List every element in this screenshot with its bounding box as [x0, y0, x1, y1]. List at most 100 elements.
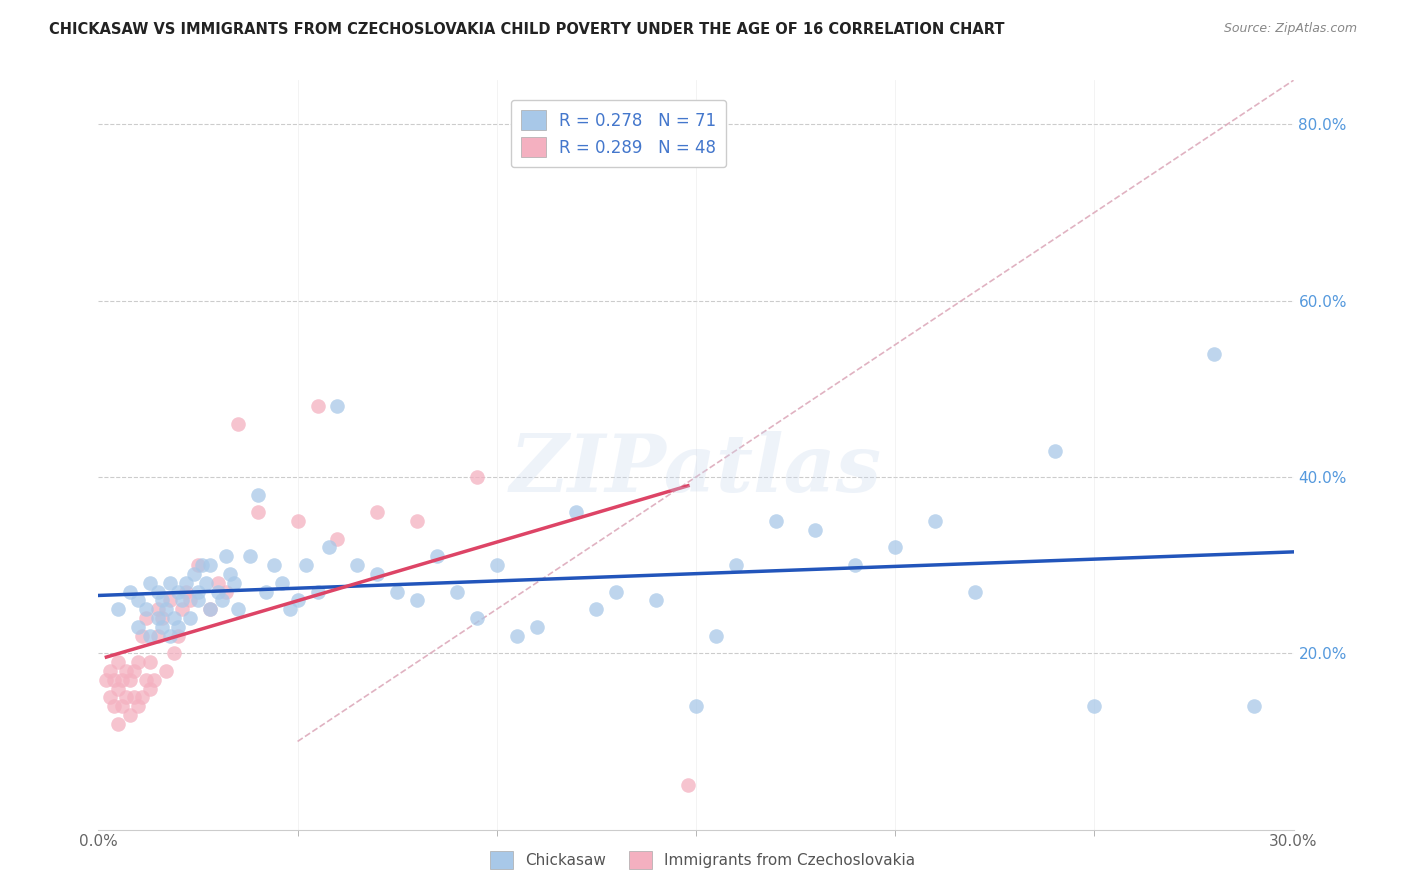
- Point: [287, 514, 309, 528]
- Point: [270, 575, 292, 590]
- Point: [107, 716, 129, 731]
- Point: [287, 593, 309, 607]
- Point: [307, 400, 329, 414]
- Point: [167, 584, 190, 599]
- Point: [135, 673, 157, 687]
- Point: [676, 779, 699, 793]
- Point: [148, 602, 170, 616]
- Point: [366, 505, 388, 519]
- Point: [724, 558, 747, 573]
- Text: ZIPatlas: ZIPatlas: [510, 431, 882, 508]
- Point: [704, 629, 727, 643]
- Point: [107, 655, 129, 669]
- Point: [366, 566, 388, 581]
- Point: [198, 558, 221, 573]
- Point: [278, 602, 301, 616]
- Point: [585, 602, 607, 616]
- Point: [135, 602, 157, 616]
- Point: [111, 699, 134, 714]
- Point: [172, 593, 194, 607]
- Point: [222, 575, 245, 590]
- Point: [120, 584, 142, 599]
- Point: [148, 584, 170, 599]
- Point: [120, 673, 142, 687]
- Point: [131, 690, 153, 705]
- Point: [263, 558, 285, 573]
- Point: [246, 505, 269, 519]
- Point: [96, 673, 118, 687]
- Legend: R = 0.278   N = 71, R = 0.289   N = 48: R = 0.278 N = 71, R = 0.289 N = 48: [510, 100, 725, 167]
- Point: [115, 690, 138, 705]
- Point: [139, 655, 162, 669]
- Text: CHICKASAW VS IMMIGRANTS FROM CZECHOSLOVAKIA CHILD POVERTY UNDER THE AGE OF 16 CO: CHICKASAW VS IMMIGRANTS FROM CZECHOSLOVA…: [49, 22, 1005, 37]
- Point: [150, 593, 173, 607]
- Point: [526, 620, 548, 634]
- Point: [98, 690, 122, 705]
- Point: [131, 629, 153, 643]
- Point: [426, 549, 449, 564]
- Point: [148, 611, 170, 625]
- Legend: Chickasaw, Immigrants from Czechoslovakia: Chickasaw, Immigrants from Czechoslovaki…: [484, 845, 922, 875]
- Point: [167, 629, 190, 643]
- Point: [127, 655, 149, 669]
- Point: [1083, 699, 1105, 714]
- Point: [207, 575, 229, 590]
- Point: [163, 646, 186, 660]
- Point: [174, 575, 197, 590]
- Point: [254, 584, 277, 599]
- Point: [239, 549, 262, 564]
- Point: [226, 417, 249, 431]
- Point: [163, 611, 186, 625]
- Point: [326, 400, 349, 414]
- Point: [346, 558, 368, 573]
- Point: [143, 673, 166, 687]
- Point: [211, 593, 233, 607]
- Point: [107, 681, 129, 696]
- Point: [198, 602, 221, 616]
- Point: [207, 584, 229, 599]
- Point: [139, 629, 162, 643]
- Point: [127, 699, 149, 714]
- Point: [195, 575, 218, 590]
- Point: [174, 584, 197, 599]
- Point: [307, 584, 329, 599]
- Point: [167, 620, 190, 634]
- Point: [465, 470, 488, 484]
- Point: [215, 549, 238, 564]
- Point: [127, 593, 149, 607]
- Point: [107, 602, 129, 616]
- Point: [506, 629, 529, 643]
- Point: [150, 620, 173, 634]
- Point: [191, 558, 214, 573]
- Point: [120, 708, 142, 723]
- Point: [685, 699, 707, 714]
- Point: [406, 514, 429, 528]
- Point: [172, 602, 194, 616]
- Point: [159, 575, 181, 590]
- Point: [219, 566, 242, 581]
- Point: [844, 558, 866, 573]
- Point: [226, 602, 249, 616]
- Point: [465, 611, 488, 625]
- Point: [963, 584, 986, 599]
- Point: [187, 593, 209, 607]
- Point: [155, 664, 177, 678]
- Point: [294, 558, 316, 573]
- Point: [318, 541, 340, 555]
- Point: [135, 611, 157, 625]
- Point: [179, 593, 201, 607]
- Point: [565, 505, 588, 519]
- Point: [215, 584, 238, 599]
- Point: [485, 558, 508, 573]
- Point: [246, 487, 269, 501]
- Point: [884, 541, 907, 555]
- Point: [98, 664, 122, 678]
- Point: [183, 566, 205, 581]
- Point: [924, 514, 946, 528]
- Point: [148, 629, 170, 643]
- Point: [111, 673, 134, 687]
- Point: [187, 558, 209, 573]
- Point: [159, 629, 181, 643]
- Point: [159, 593, 181, 607]
- Point: [150, 611, 173, 625]
